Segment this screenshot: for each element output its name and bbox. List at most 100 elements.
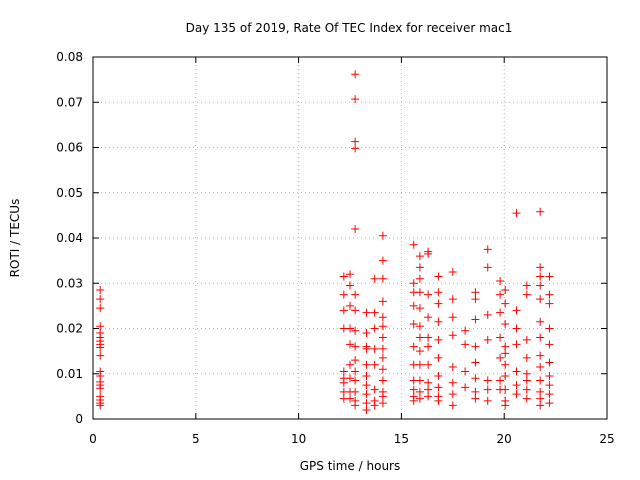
- data-point: [483, 385, 492, 394]
- data-point: [461, 326, 470, 335]
- data-point: [370, 360, 379, 369]
- data-point: [96, 322, 105, 331]
- y-tick-label: 0.01: [56, 367, 83, 381]
- data-point: [483, 335, 492, 344]
- data-point: [483, 245, 492, 254]
- data-point: [536, 263, 545, 272]
- x-tick-label: 10: [291, 432, 306, 446]
- data-point: [351, 95, 360, 104]
- data-point: [545, 390, 554, 399]
- x-tick-label: 15: [394, 432, 409, 446]
- axis-ticks: 0 0.01 0.02 0.03 0.04 0.05 0.06 0.07 0.08 0 5 10 15 2…: [56, 50, 614, 446]
- data-point: [362, 344, 371, 353]
- data-point: [362, 329, 371, 338]
- data-point: [434, 396, 443, 405]
- data-point: [512, 306, 521, 315]
- data-point: [351, 224, 360, 233]
- data-point: [471, 358, 480, 367]
- data-point: [424, 290, 433, 299]
- data-point: [545, 290, 554, 299]
- data-point: [378, 376, 387, 385]
- data-point: [346, 360, 354, 369]
- data-point: [370, 324, 379, 333]
- data-point: [346, 301, 354, 310]
- data-point: [96, 295, 105, 304]
- data-point: [471, 374, 480, 383]
- data-point: [434, 299, 443, 308]
- y-axis-label: ROTI / TECUs: [8, 199, 22, 278]
- data-point: [415, 347, 424, 356]
- data-point: [415, 304, 424, 313]
- data-point: [415, 252, 424, 261]
- data-point: [370, 385, 379, 394]
- x-axis-label: GPS time / hours: [300, 459, 401, 473]
- data-point: [351, 356, 360, 365]
- data-point: [536, 295, 545, 304]
- data-point: [522, 394, 531, 403]
- data-point: [536, 351, 545, 360]
- x-tick-label: 20: [497, 432, 512, 446]
- data-point: [471, 315, 480, 324]
- data-point: [545, 372, 554, 381]
- data-point: [501, 360, 510, 369]
- data-point: [351, 401, 360, 410]
- data-point: [471, 288, 480, 297]
- data-point: [512, 390, 521, 399]
- data-point: [424, 313, 433, 322]
- data-point: [351, 326, 360, 335]
- data-point: [483, 263, 492, 272]
- chart-title: Day 135 of 2019, Rate Of TEC Index for r…: [186, 21, 513, 35]
- data-point: [522, 335, 531, 344]
- data-point: [501, 372, 510, 381]
- data-point: [471, 295, 480, 304]
- data-point: [362, 399, 371, 408]
- data-point: [409, 385, 418, 394]
- data-point: [496, 308, 505, 317]
- data-point: [501, 385, 510, 394]
- grid-lines: [93, 57, 607, 419]
- data-point: [415, 394, 424, 403]
- data-point: [512, 340, 521, 349]
- data-point: [448, 295, 457, 304]
- data-point: [378, 365, 387, 374]
- data-point: [522, 376, 531, 385]
- data-point: [471, 387, 480, 396]
- data-point: [483, 396, 492, 405]
- data-point: [409, 301, 418, 310]
- data-point: [96, 286, 105, 295]
- data-point: [378, 399, 387, 408]
- data-point: [415, 322, 424, 331]
- data-point: [424, 360, 433, 369]
- data-point: [378, 333, 387, 342]
- data-point: [362, 381, 371, 390]
- data-point: [471, 342, 480, 351]
- data-point: [351, 367, 360, 376]
- data-point: [370, 344, 379, 353]
- data-point: [545, 358, 554, 367]
- data-point: [378, 353, 387, 362]
- data-point: [378, 322, 387, 331]
- data-point: [96, 351, 105, 360]
- data-point: [378, 392, 387, 401]
- y-tick-label: 0.06: [56, 141, 83, 155]
- data-point: [346, 374, 354, 383]
- data-point: [362, 360, 371, 369]
- data-point: [501, 319, 510, 328]
- data-point: [448, 331, 457, 340]
- plot-frame: [92, 56, 608, 420]
- data-point: [545, 381, 554, 390]
- data-point: [351, 144, 360, 153]
- data-point: [409, 319, 418, 328]
- data-point: [378, 256, 387, 265]
- data-point: [448, 378, 457, 387]
- data-point: [346, 340, 354, 349]
- data-point: [370, 274, 379, 283]
- data-point: [461, 340, 470, 349]
- data-point: [448, 390, 457, 399]
- y-tick-label: 0.02: [56, 322, 83, 336]
- data-point: [448, 267, 457, 276]
- data-point: [415, 263, 424, 272]
- data-point: [501, 286, 510, 295]
- data-point: [351, 376, 360, 385]
